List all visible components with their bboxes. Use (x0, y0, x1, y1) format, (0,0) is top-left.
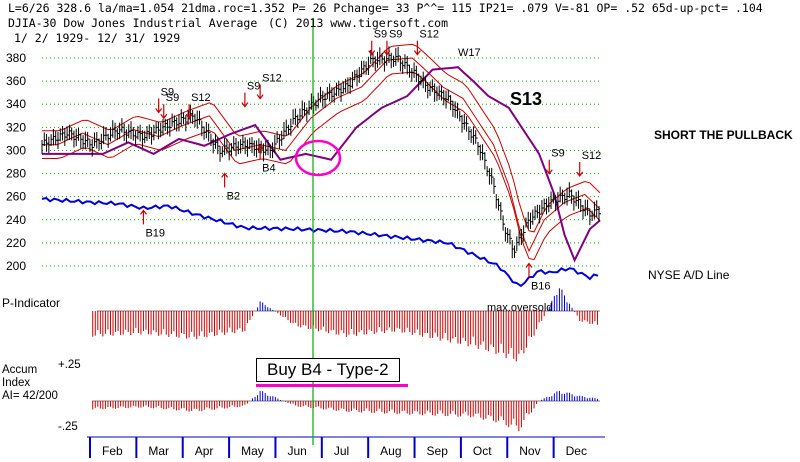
price-tick-label: 280 (6, 167, 26, 181)
moving-average-bands (42, 43, 601, 263)
signal-label: B4 (262, 163, 275, 175)
signal-label: S9 (389, 29, 402, 41)
month-label: Nov (519, 444, 540, 458)
month-label: Oct (473, 444, 492, 458)
signal-arrowhead (221, 172, 229, 178)
signal-arrowhead (256, 144, 264, 151)
month-label: Aug (380, 444, 401, 458)
index-title: DJIA-30 Dow Jones Industrial Average (8, 16, 258, 30)
signal-label: S9 (374, 29, 387, 41)
signal-label: S9 (161, 86, 174, 98)
date-range: 1/ 2/ 1929- 12/ 31/ 1929 (14, 31, 181, 45)
signal-arrowhead (256, 94, 264, 100)
buy-b4-underline (256, 384, 408, 387)
p-indicator-label: P-Indicator (2, 296, 61, 310)
signal-label: B16 (531, 281, 551, 293)
signal-arrowhead (383, 50, 391, 56)
month-label: Jun (287, 444, 306, 458)
price-tick-label: 300 (6, 143, 26, 157)
month-label: Apr (195, 444, 214, 458)
signal-arrowhead (368, 50, 376, 56)
signal-label: B2 (227, 190, 240, 202)
signal-arrowhead (241, 102, 249, 108)
ma-long (42, 66, 601, 263)
buy-b4-box: Buy B4 - Type-2 (256, 358, 400, 382)
month-label: Jul (334, 444, 349, 458)
ma-21 (42, 57, 601, 253)
signal-arrowhead (155, 108, 163, 114)
w17-label: W17 (458, 47, 481, 59)
ai-minus-label: -.25 (58, 421, 78, 433)
price-axis-labels: 200 220 240 260 280 300 320 340 360 380 (6, 51, 26, 273)
month-label: Mar (148, 444, 169, 458)
price-tick-label: 260 (6, 190, 26, 204)
month-axis: Feb Mar Apr May Jun Jul Aug Sep Oct Nov Dec (87, 436, 605, 458)
price-bars (41, 46, 601, 259)
price-tick-label: 360 (6, 74, 26, 88)
month-label: May (241, 444, 264, 458)
signal-label: S9 (551, 148, 564, 160)
month-label: Feb (102, 444, 123, 458)
signal-arrowhead (139, 209, 147, 215)
signal-label: S12 (191, 92, 211, 104)
signal-arrowhead (185, 113, 193, 120)
ad-line (41, 196, 599, 288)
s13-label: S13 (510, 89, 543, 109)
short-pullback-label: SHORT THE PULLBACK (654, 128, 793, 142)
month-label: Sep (427, 444, 449, 458)
accum-label-3: AI= 42/200 (2, 390, 58, 402)
accum-label-2: Index (2, 377, 31, 389)
copyright: (C) 2013 www.tigersoft.com (268, 16, 449, 30)
signal-label: B19 (145, 227, 165, 239)
signal-arrowhead (413, 50, 421, 56)
signal-label: S12 (262, 73, 282, 85)
accum-label-1: Accum (2, 364, 38, 376)
accum-index-bars (92, 390, 600, 432)
price-tick-label: 200 (6, 259, 26, 273)
signal-arrowhead (160, 113, 168, 120)
p-indicator-bars (92, 288, 600, 362)
price-tick-label: 240 (6, 213, 26, 227)
signal-label: S9 (247, 81, 260, 93)
max-oversold-label: max.oversold (487, 302, 553, 314)
signal-arrowhead (545, 169, 553, 175)
signal-arrowhead (576, 171, 584, 177)
ad-line-path (41, 196, 599, 288)
nyse-ad-label: NYSE A/D Line (648, 268, 730, 282)
b4-highlight-circle (294, 139, 342, 177)
price-tick-label: 320 (6, 120, 26, 134)
signal-label: S12 (419, 29, 439, 41)
signal-label: S9 (166, 92, 179, 104)
price-grid (42, 57, 600, 267)
price-tick-label: 380 (6, 51, 26, 65)
signal-arrowhead (525, 262, 533, 268)
header-stats: L=6/26 328.6 la/ma=1.054 21dma.roc=1.352… (8, 1, 763, 15)
price-tick-label: 340 (6, 97, 26, 111)
month-label: Dec (566, 444, 587, 458)
signal-label: S12 (582, 150, 602, 162)
price-tick-label: 220 (6, 236, 26, 250)
ai-plus-label: +.25 (58, 359, 81, 371)
upper-band (42, 43, 601, 233)
